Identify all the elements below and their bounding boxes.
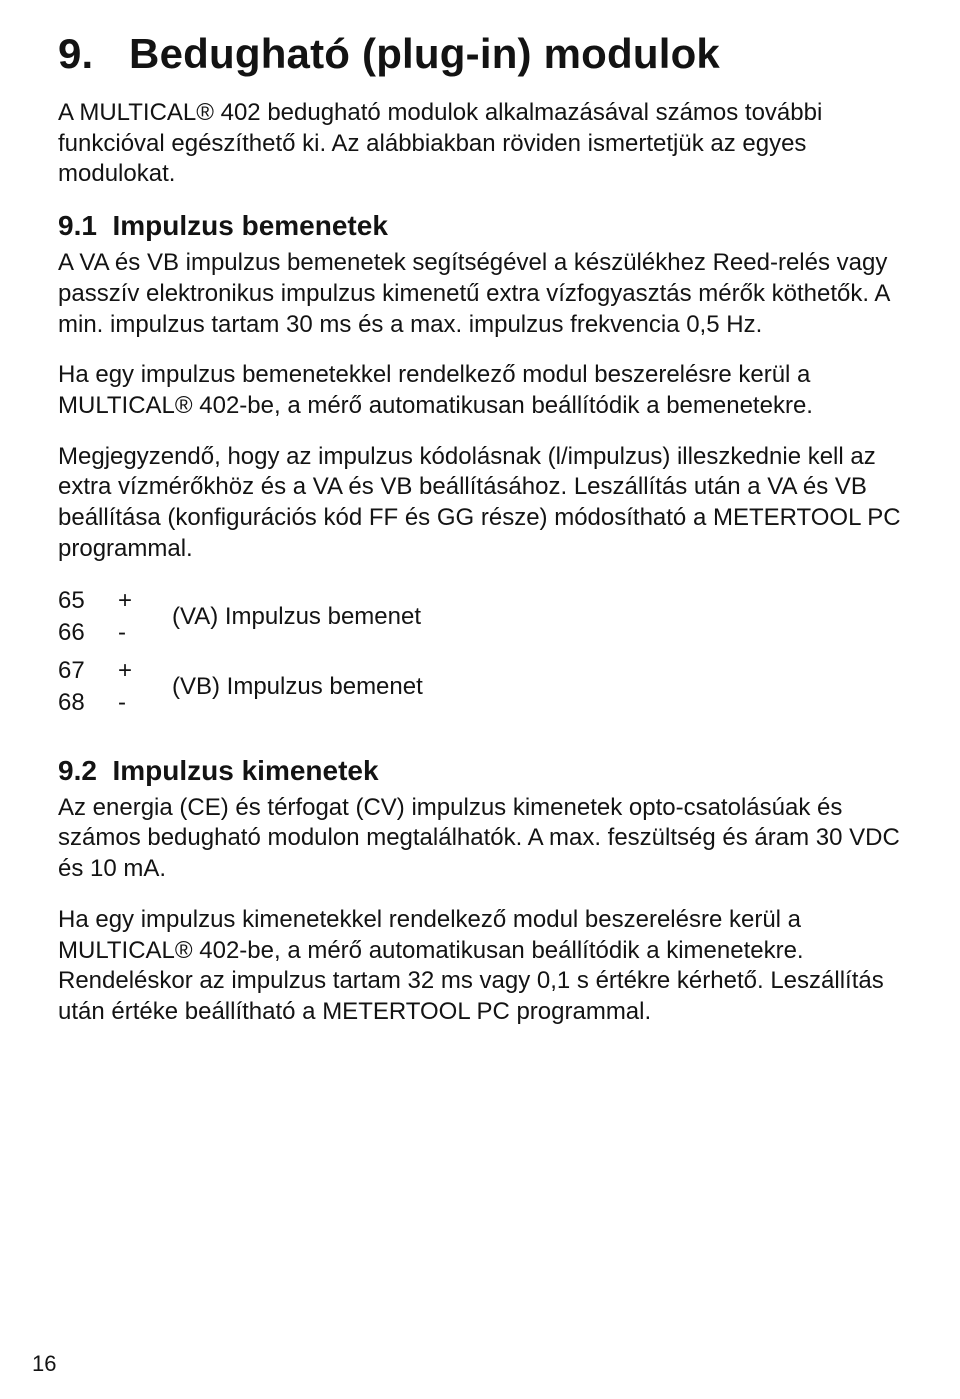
- table-row: 65 + (VA) Impulzus bemenet: [58, 585, 433, 617]
- terminal-polarity: +: [118, 585, 152, 617]
- terminal-polarity: +: [118, 655, 152, 687]
- terminal-polarity: -: [118, 617, 152, 649]
- terminal-number: 66: [58, 617, 118, 649]
- terminal-number: 65: [58, 585, 118, 617]
- body-paragraph: Az energia (CE) és térfogat (CV) impulzu…: [58, 793, 902, 885]
- section-heading: 9. Bedugható (plug-in) modulok: [58, 30, 902, 78]
- table-row: 67 + (VB) Impulzus bemenet: [58, 655, 433, 687]
- terminal-number: 68: [58, 687, 118, 719]
- terminal-description: (VB) Impulzus bemenet: [152, 655, 433, 719]
- subsection-9-2-heading: 9.2 Impulzus kimenetek: [58, 755, 902, 787]
- terminal-polarity: -: [118, 687, 152, 719]
- intro-paragraph: A MULTICAL® 402 bedugható modulok alkalm…: [58, 98, 902, 190]
- page-number: 16: [32, 1351, 56, 1377]
- terminal-description: (VA) Impulzus bemenet: [152, 585, 433, 649]
- terminal-table-va-vb: 65 + (VA) Impulzus bemenet 66 - 67 + (VB…: [58, 585, 433, 719]
- subsection-9-1-heading: 9.1 Impulzus bemenetek: [58, 210, 902, 242]
- body-paragraph: Megjegyzendő, hogy az impulzus kódolásna…: [58, 442, 902, 565]
- body-paragraph: A VA és VB impulzus bemenetek segítségév…: [58, 248, 902, 340]
- body-paragraph: Ha egy impulzus kimenetekkel rendelkező …: [58, 905, 902, 1028]
- body-paragraph: Ha egy impulzus bemenetekkel rendelkező …: [58, 360, 902, 421]
- terminal-number: 67: [58, 655, 118, 687]
